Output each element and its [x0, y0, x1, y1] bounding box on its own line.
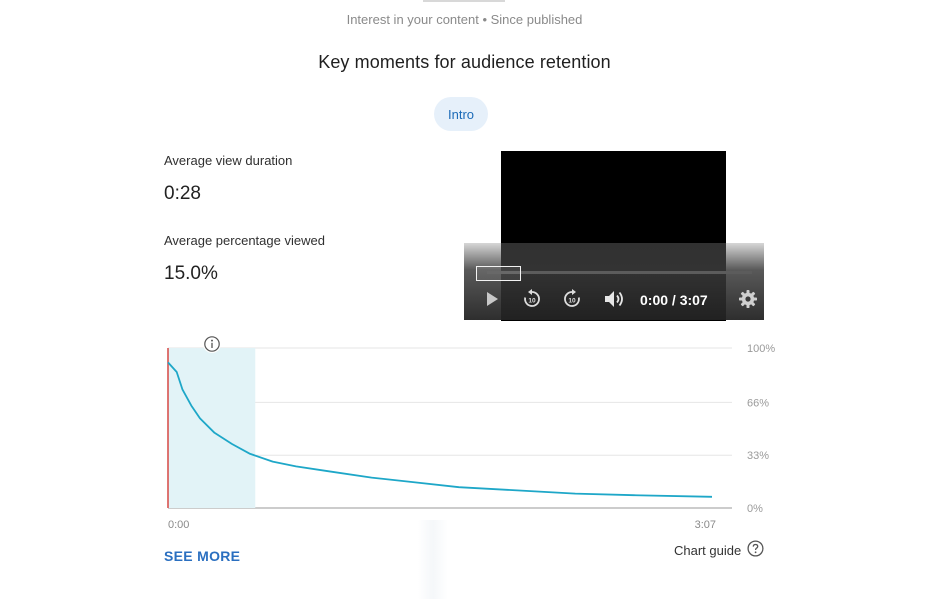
- x-tick-label: 0:00: [168, 519, 189, 531]
- player-controls-bar: [464, 243, 764, 320]
- see-more-link[interactable]: SEE MORE: [164, 548, 241, 564]
- top-divider: [423, 0, 505, 2]
- info-icon: [203, 335, 221, 353]
- key-moment-chip-intro[interactable]: Intro: [434, 97, 488, 131]
- svg-text:10: 10: [568, 298, 576, 305]
- card-title: Key moments for audience retention: [318, 52, 611, 72]
- progress-track[interactable]: [487, 271, 752, 274]
- svg-text:10: 10: [528, 298, 536, 305]
- avg-percentage-viewed-label: Average percentage viewed: [164, 233, 325, 248]
- card-subtitle: Interest in your content • Since publish…: [346, 12, 583, 27]
- volume-icon[interactable]: [602, 288, 626, 310]
- chart-guide-link[interactable]: Chart guide: [674, 540, 764, 560]
- background-strip: [418, 520, 448, 599]
- player-time: 0:00 / 3:07: [640, 292, 708, 308]
- avg-view-duration-value: 0:28: [164, 183, 201, 204]
- y-tick-label: 100%: [747, 343, 775, 355]
- y-tick-label: 33%: [747, 450, 769, 462]
- progress-scrubber-preview[interactable]: [476, 266, 521, 281]
- avg-view-duration-label: Average view duration: [164, 153, 293, 168]
- x-tick-label: 3:07: [695, 519, 716, 531]
- settings-gear-icon[interactable]: [737, 288, 759, 310]
- y-tick-label: 0%: [747, 503, 763, 515]
- key-moment-highlight: [168, 348, 256, 508]
- avg-percentage-viewed-value: 15.0%: [164, 263, 218, 284]
- chart-guide-label: Chart guide: [674, 542, 742, 558]
- info-icon-ring: [204, 336, 220, 352]
- y-tick-label: 66%: [747, 397, 769, 409]
- retention-chart: 100% 66% 33% 0% 0:00 3:07: [167, 335, 775, 531]
- help-icon: [747, 540, 764, 560]
- rewind-10-icon[interactable]: 10: [520, 288, 544, 310]
- info-icon-dot: [211, 339, 213, 342]
- play-icon[interactable]: [482, 288, 502, 310]
- retention-line: [167, 361, 713, 498]
- forward-10-icon[interactable]: 10: [560, 288, 584, 310]
